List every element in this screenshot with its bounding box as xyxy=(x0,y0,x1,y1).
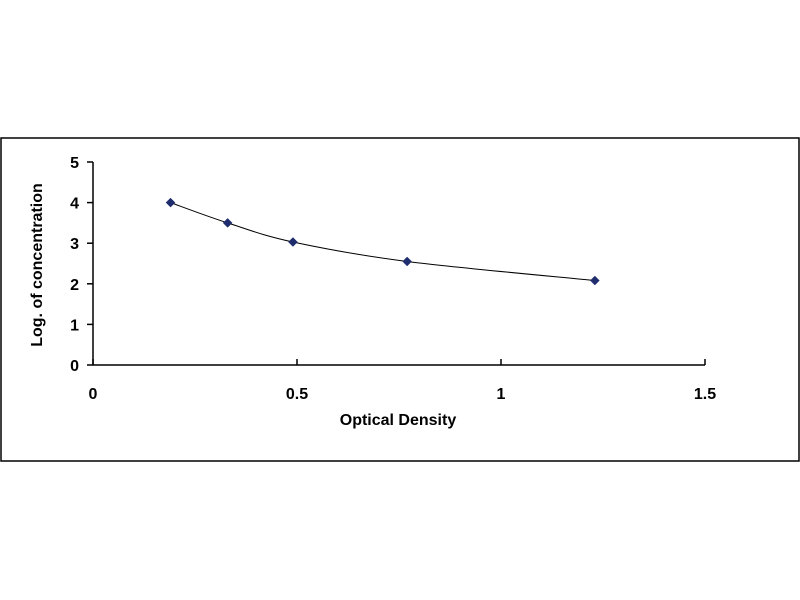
x-axis-ticks: 0 0.5 1 1.5 xyxy=(89,359,716,403)
x-tick-label: 0.5 xyxy=(286,386,308,403)
y-tick-label: 0 xyxy=(70,358,79,375)
series-layer xyxy=(165,197,600,286)
data-point xyxy=(222,218,233,228)
x-tick-label: 0 xyxy=(89,386,98,403)
y-tick-label: 4 xyxy=(70,196,79,213)
x-axis-title: Optical Density xyxy=(340,412,457,429)
data-point xyxy=(165,197,176,208)
y-axis-ticks: 0 1 2 3 4 5 xyxy=(70,155,93,375)
data-point xyxy=(288,237,298,247)
data-point xyxy=(589,275,600,286)
y-tick-label: 2 xyxy=(70,277,79,294)
chart-frame xyxy=(0,137,800,462)
y-axis-title: Log. of concentration xyxy=(29,183,46,347)
data-point xyxy=(402,256,413,267)
y-tick-label: 1 xyxy=(70,317,79,334)
x-tick-label: 1.5 xyxy=(694,386,716,403)
y-tick-label: 5 xyxy=(70,155,79,172)
trend-line xyxy=(170,202,595,282)
x-tick-label: 1 xyxy=(497,386,506,403)
y-tick-label: 3 xyxy=(70,236,79,253)
